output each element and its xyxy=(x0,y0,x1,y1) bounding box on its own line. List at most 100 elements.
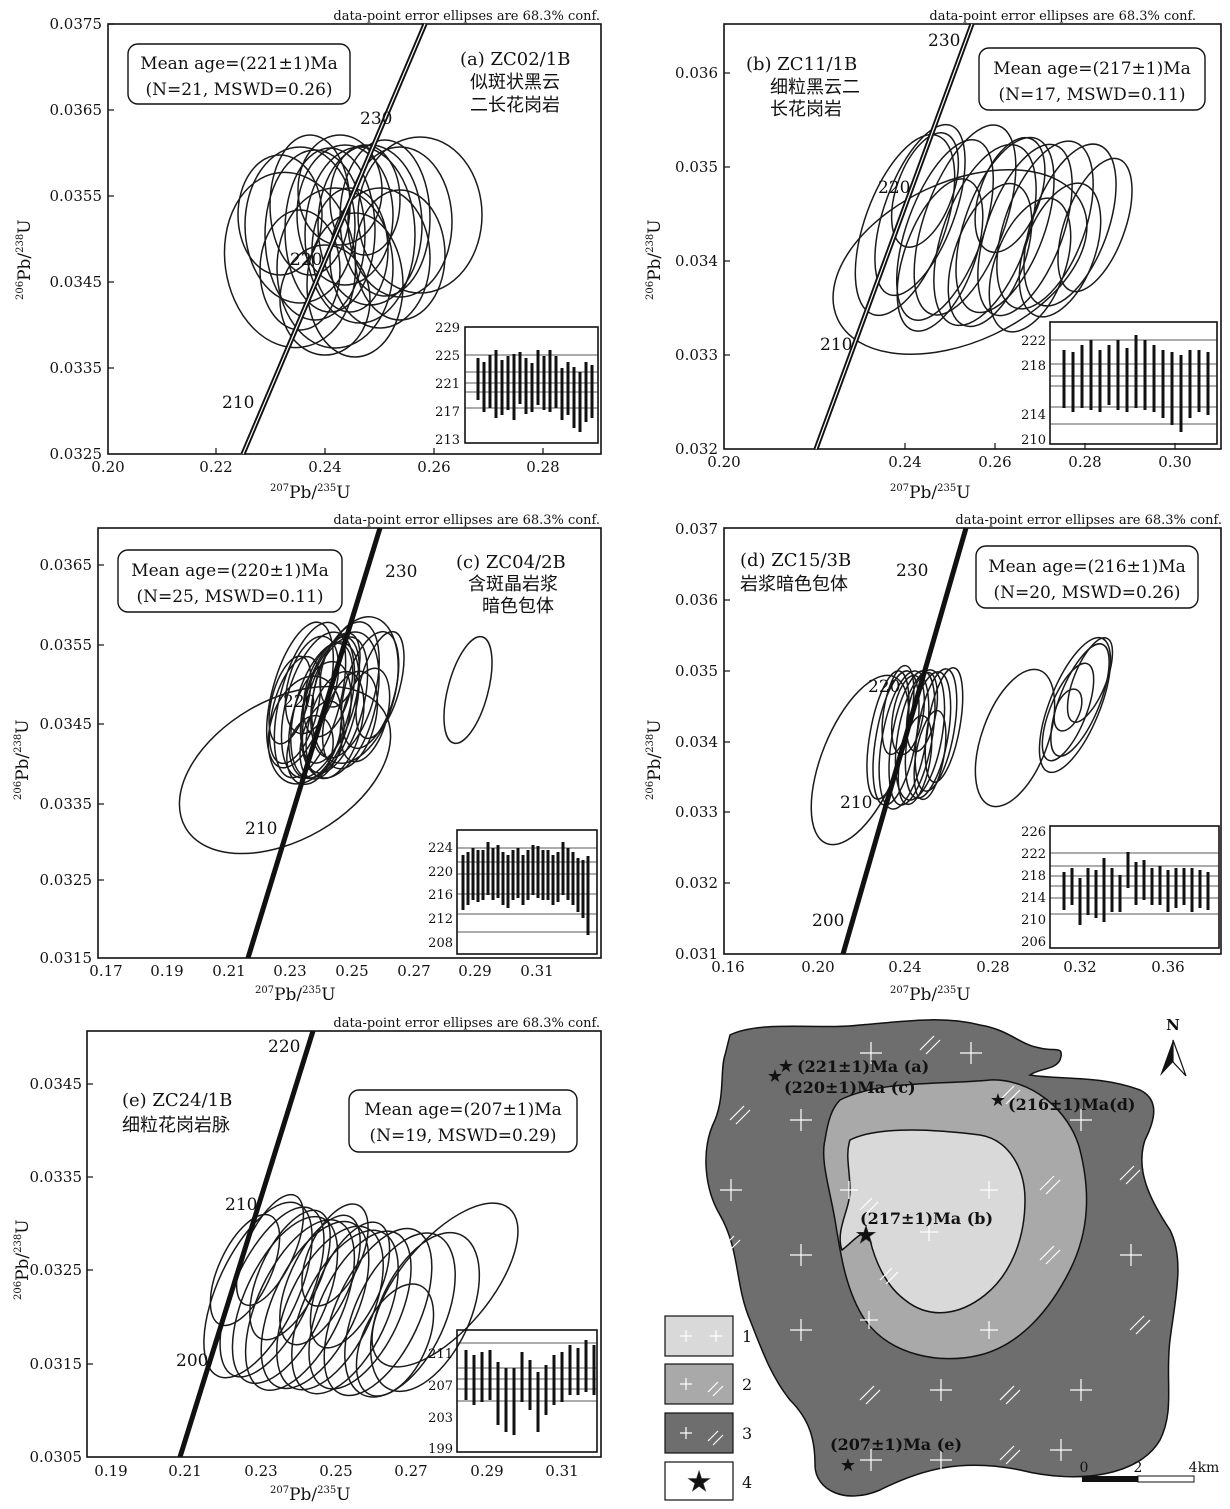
y-tick-labels: 0.0305 0.0315 0.0325 0.0335 0.0345 xyxy=(30,1075,83,1466)
x-tick-label: 0.24 xyxy=(888,958,921,976)
plot-frame xyxy=(723,23,1222,450)
mean-age-frame xyxy=(117,549,343,613)
error-ellipse xyxy=(339,139,431,297)
concordia-curve-highlight xyxy=(815,23,973,450)
sample-sites: ★ ★ ★ ★ ★ xyxy=(767,1056,1006,1476)
inset-tick-label: 203 xyxy=(428,1411,453,1426)
y-tick-label: 0.0345 xyxy=(30,1075,83,1093)
mean-age-line: Mean age=(217±1)Ma xyxy=(993,59,1191,79)
inset-tick-label: 214 xyxy=(1021,408,1046,423)
header-note: data-point error ellipses are 68.3% conf… xyxy=(333,9,600,24)
age-inset: 226 222 218 214 210 206 xyxy=(1021,825,1220,950)
error-ellipse xyxy=(244,146,356,304)
x-tick-label: 0.21 xyxy=(212,962,245,980)
age-label: 230 xyxy=(385,562,417,582)
mean-age-box: Mean age=(216±1)Ma (N=20, MSWD=0.26) xyxy=(975,545,1199,609)
site-label: (207±1)Ma (e) xyxy=(830,1435,962,1454)
age-label: 200 xyxy=(812,911,844,931)
x-tick-label: 0.17 xyxy=(89,962,122,980)
error-ellipse xyxy=(832,168,1088,356)
x-tick-label: 0.28 xyxy=(1068,453,1101,471)
north-arrow: N xyxy=(1160,1016,1187,1077)
mean-age-frame xyxy=(978,47,1206,111)
error-ellipse xyxy=(947,182,1033,328)
y-tick-label: 0.032 xyxy=(675,440,718,458)
inset-bars xyxy=(1062,852,1210,925)
inset-tick-label: 214 xyxy=(1021,891,1046,906)
rock-name: 长花岗岩 xyxy=(770,99,842,120)
y-tick-label: 0.0335 xyxy=(50,359,103,377)
x-axis-label: 207Pb/235U xyxy=(890,985,971,1005)
map-symbols xyxy=(719,1035,1151,1471)
error-ellipse xyxy=(178,685,392,855)
inset-tick-label: 212 xyxy=(428,912,453,927)
y-tick-label: 0.036 xyxy=(675,64,718,82)
x-tick-labels: 0.17 0.19 0.21 0.23 0.25 0.27 0.29 0.31 xyxy=(89,962,553,980)
mean-age-stats: (N=20, MSWD=0.26) xyxy=(993,583,1180,603)
age-label: 220 xyxy=(868,677,900,697)
error-ellipse xyxy=(1023,143,1117,307)
x-tick-label: 0.36 xyxy=(1151,958,1184,976)
inset-tick-label: 224 xyxy=(428,841,453,856)
sample-label: (d) ZC15/3B 岩浆暗色包体 xyxy=(740,550,851,595)
x-tick-label: 0.26 xyxy=(417,458,450,476)
error-ellipse xyxy=(913,709,947,801)
x-tick-label: 0.19 xyxy=(150,962,183,980)
site-label: (217±1)Ma (b) xyxy=(860,1209,993,1228)
plot-frame xyxy=(97,527,602,959)
error-ellipse xyxy=(297,134,383,246)
inset-tick-label: 199 xyxy=(428,1442,453,1457)
inset-tick-label: 207 xyxy=(428,1379,453,1394)
mean-age-stats: (N=21, MSWD=0.26) xyxy=(145,80,332,100)
plot-frame xyxy=(86,1030,602,1458)
rock-name: 含斑晶岩浆 xyxy=(468,574,558,595)
inset-tick-label: 226 xyxy=(1021,825,1046,840)
x-tick-label: 0.29 xyxy=(458,962,491,980)
x-tick-label: 0.19 xyxy=(94,1462,127,1480)
concordia-curve xyxy=(177,1030,316,1458)
star-icon: ★ xyxy=(686,1465,711,1498)
y-tick-label: 0.034 xyxy=(675,733,718,751)
star-icon: ★ xyxy=(855,1221,877,1249)
inset-frame xyxy=(456,829,598,955)
inset-tick-label: 222 xyxy=(1021,334,1046,349)
ellipses xyxy=(810,636,1114,846)
error-ellipse xyxy=(369,1231,481,1393)
panel-c: data-point error ellipses are 68.3% conf… xyxy=(13,513,602,1005)
error-ellipse xyxy=(237,154,323,276)
inset-bars xyxy=(461,842,590,935)
legend-label: 4 xyxy=(742,1473,752,1492)
x-tick-label: 0.30 xyxy=(1158,453,1191,471)
sample-label: (e) ZC24/1B 细粒花岗岩脉 xyxy=(122,1090,232,1136)
age-label: 230 xyxy=(360,109,392,129)
y-tick-label: 0.0365 xyxy=(40,556,93,574)
error-ellipse xyxy=(913,124,1017,316)
x-axis-label: 207Pb/235U xyxy=(270,483,351,503)
y-tick-label: 0.0305 xyxy=(30,1448,83,1466)
x-tick-label: 0.26 xyxy=(978,453,1011,471)
y-tick-label: 0.034 xyxy=(675,252,718,270)
x-axis-label: 207Pb/235U xyxy=(890,483,971,503)
sample-label: (b) ZC11/1B 细粒黑云二 长花岗岩 xyxy=(746,54,860,120)
scale-label: 2 xyxy=(1134,1460,1143,1476)
concordia-age-labels: 200 210 220 230 xyxy=(812,561,928,931)
error-ellipse xyxy=(306,212,404,358)
y-tick-label: 0.037 xyxy=(675,520,718,538)
error-ellipse xyxy=(296,144,394,286)
sample-id: (b) ZC11/1B xyxy=(746,54,857,75)
north-label: N xyxy=(1166,1016,1180,1034)
north-arrow-icon xyxy=(1160,1040,1173,1076)
y-axis-label: 206Pb/238U xyxy=(13,719,33,800)
x-tick-label: 0.20 xyxy=(707,453,740,471)
error-ellipse xyxy=(203,1201,313,1379)
age-label: 210 xyxy=(820,335,852,355)
y-tick-label: 0.0315 xyxy=(40,949,93,967)
panel-b: data-point error ellipses are 68.3% conf… xyxy=(645,9,1222,503)
x-tick-label: 0.20 xyxy=(91,458,124,476)
age-label: 200 xyxy=(176,1351,208,1371)
y-tick-label: 0.035 xyxy=(675,158,718,176)
y-tick-label: 0.0345 xyxy=(50,273,103,291)
age-inset: 224 220 216 212 208 xyxy=(428,829,598,955)
y-tick-label: 0.036 xyxy=(675,591,718,609)
